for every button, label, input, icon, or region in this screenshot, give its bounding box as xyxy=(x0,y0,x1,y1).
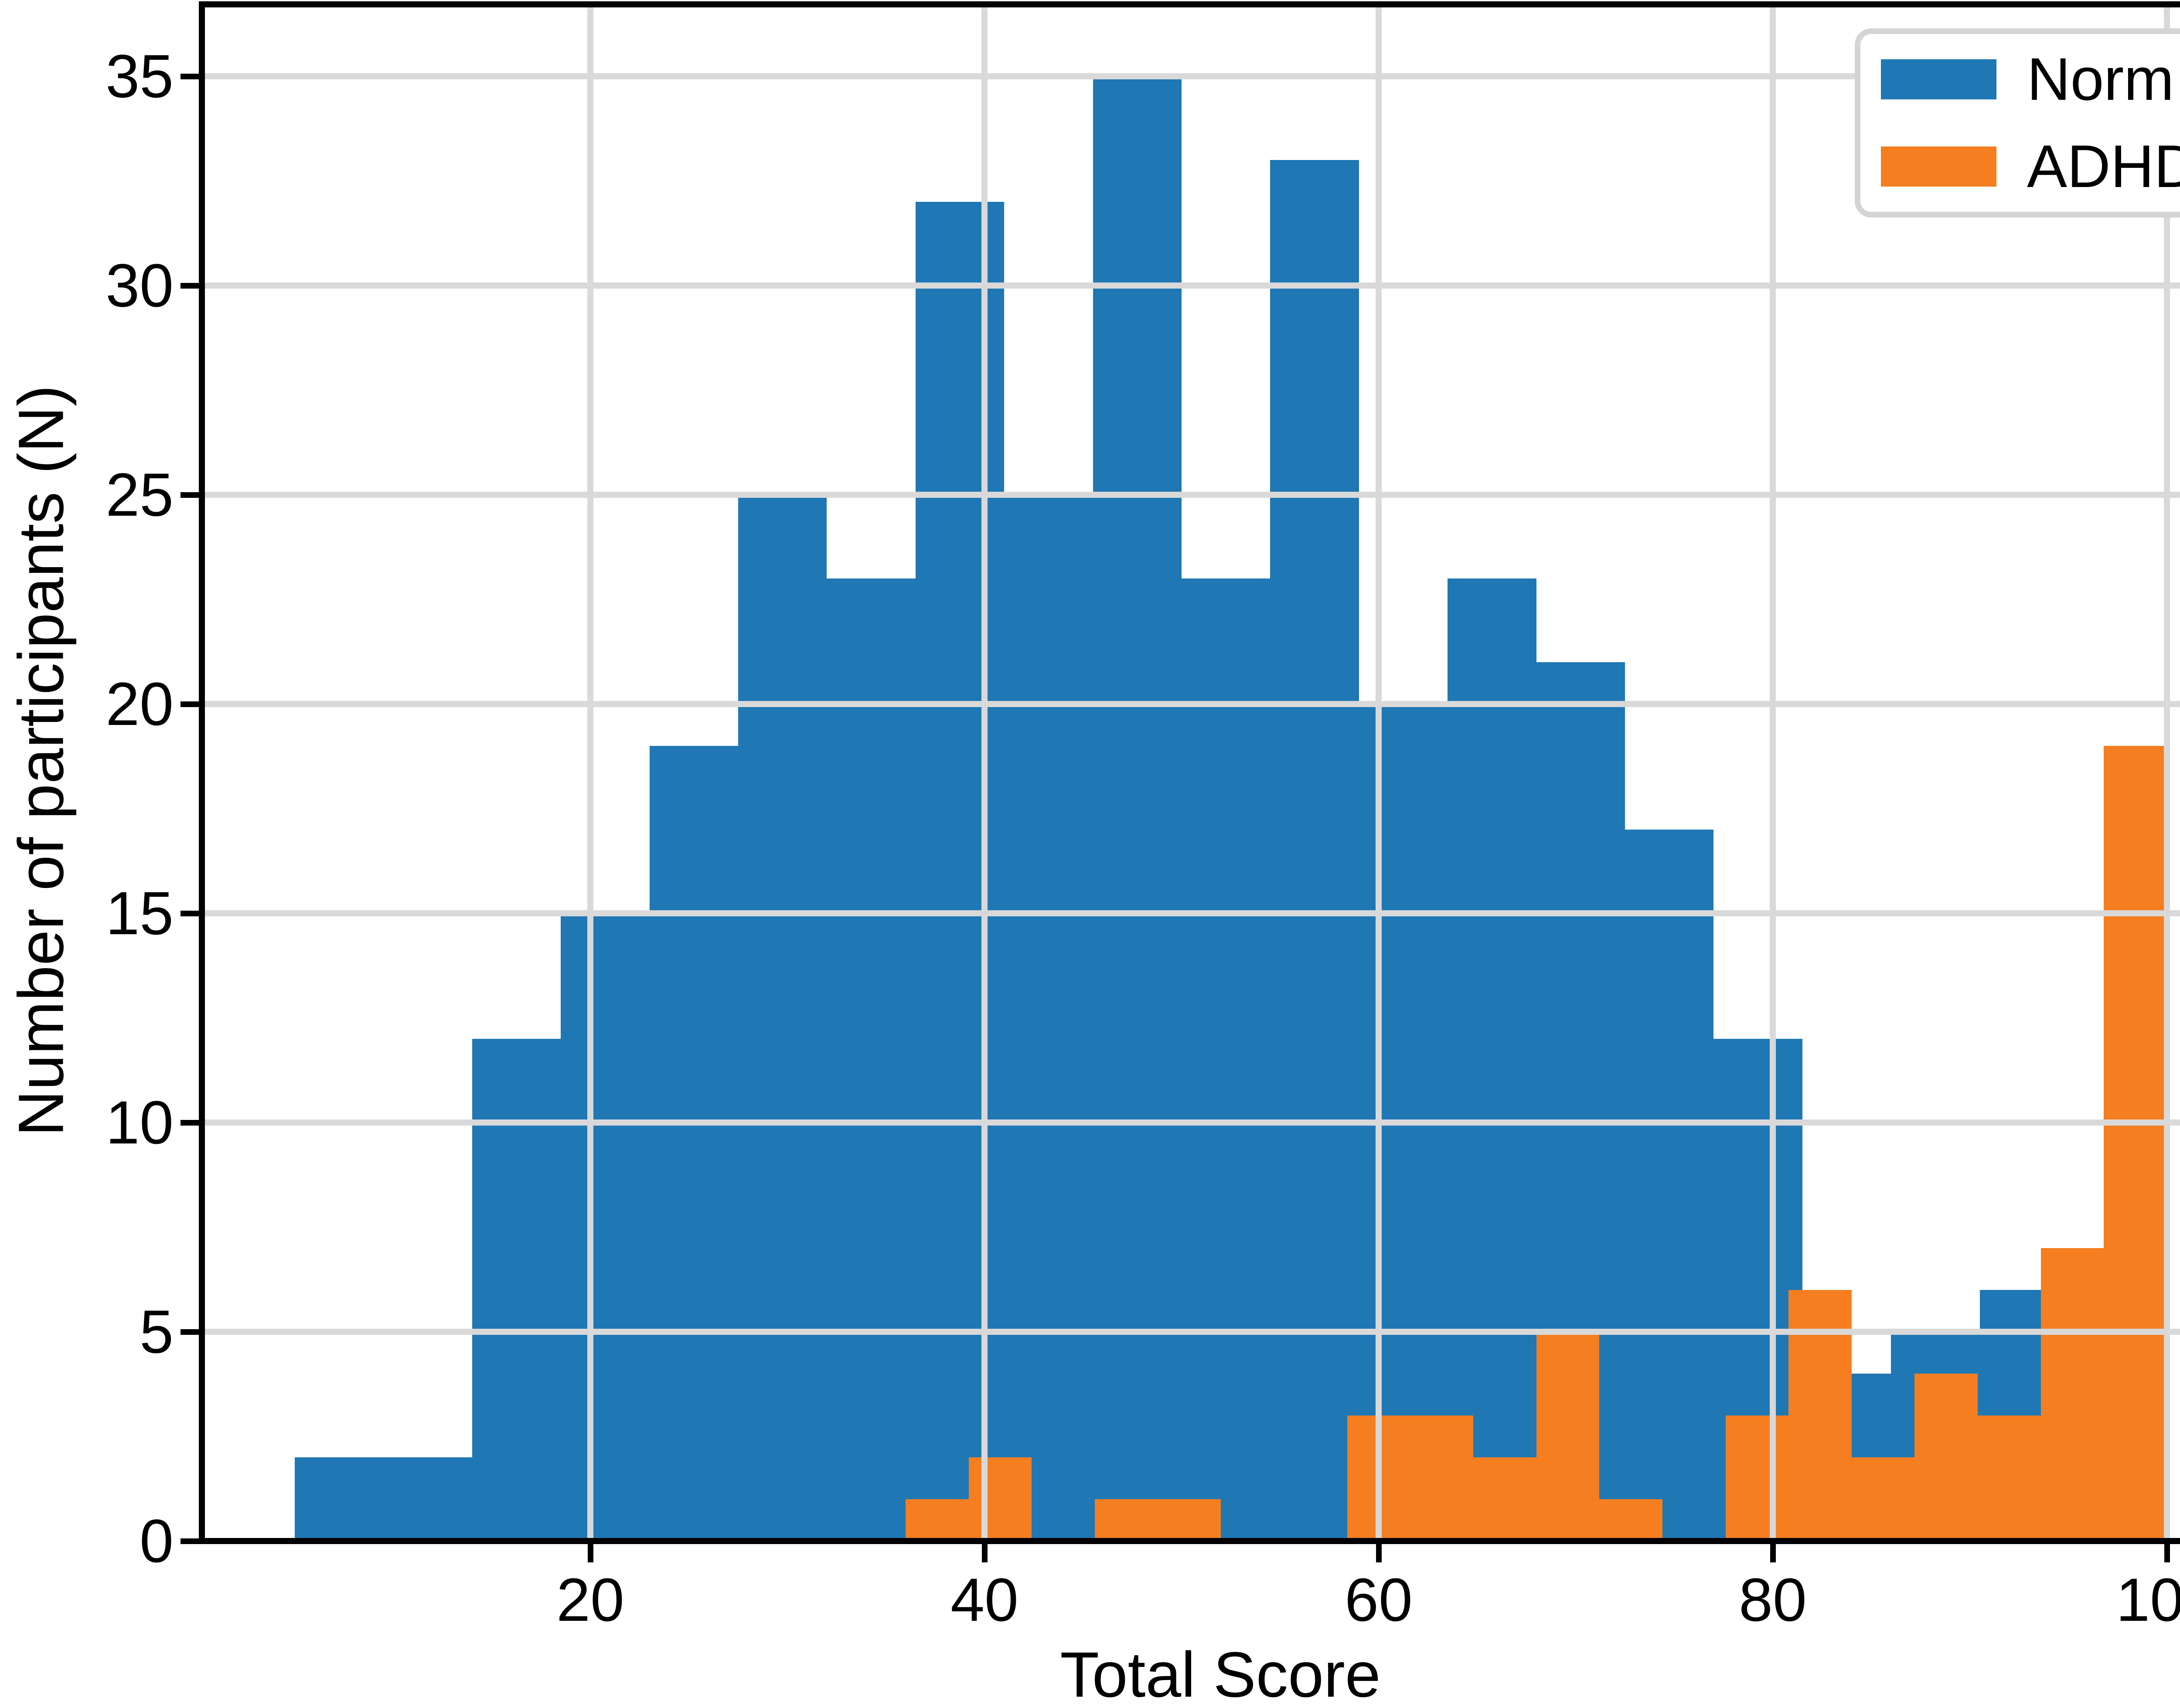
y-tick-label: 30 xyxy=(106,251,174,320)
adhd-bar xyxy=(1473,1457,1536,1541)
adhd-bar xyxy=(906,1499,969,1541)
norm-bar xyxy=(295,1457,384,1541)
norm-bar xyxy=(1093,76,1182,1541)
x-tickmark xyxy=(1376,1544,1382,1562)
x-gridline xyxy=(1376,4,1382,1541)
norm-bar xyxy=(561,913,650,1541)
legend: Norm ADHD xyxy=(1855,28,2180,218)
y-gridline xyxy=(202,1119,2180,1126)
y-gridline xyxy=(202,910,2180,916)
x-gridline xyxy=(1770,4,1776,1541)
adhd-bar xyxy=(1536,1332,1600,1541)
norm-bar xyxy=(1625,830,1714,1541)
adhd-bar xyxy=(1410,1415,1473,1541)
adhd-bar xyxy=(1599,1499,1662,1541)
y-tick-label: 0 xyxy=(140,1507,174,1575)
x-tickmark xyxy=(1770,1544,1776,1562)
y-tickmark xyxy=(181,1329,199,1335)
y-tickmark xyxy=(181,911,199,916)
y-tickmark xyxy=(181,283,199,289)
norm-bar xyxy=(915,202,1005,1541)
y-tickmark xyxy=(181,492,199,498)
adhd-swatch xyxy=(1881,146,1996,187)
adhd-bar xyxy=(1725,1415,1789,1541)
y-axis-title: Number of participants (N) xyxy=(5,385,77,1136)
x-tick-label: 40 xyxy=(950,1565,1018,1634)
x-tickmark xyxy=(2164,1544,2170,1562)
norm-bar xyxy=(1004,495,1093,1541)
x-tickmark xyxy=(982,1544,988,1562)
norm-bar xyxy=(383,1457,472,1541)
x-gridline xyxy=(587,4,593,1541)
adhd-bar xyxy=(1851,1457,1915,1541)
y-tickmark xyxy=(181,74,199,79)
x-gridline xyxy=(981,4,988,1541)
x-tick-label: 80 xyxy=(1739,1565,1807,1634)
left-spine xyxy=(199,1,205,1544)
top-spine xyxy=(199,1,2180,7)
adhd-bar xyxy=(1788,1290,1852,1541)
y-gridline xyxy=(202,492,2180,498)
y-tick-label: 5 xyxy=(140,1297,174,1366)
y-tickmark xyxy=(181,701,199,707)
x-tick-label: 100 xyxy=(2116,1565,2180,1634)
legend-item-adhd: ADHD xyxy=(1881,134,2180,199)
x-tick-label: 20 xyxy=(556,1565,624,1634)
norm-bar xyxy=(1448,578,1536,1541)
y-tickmark xyxy=(181,1538,199,1544)
legend-label-norm: Norm xyxy=(2027,46,2174,113)
legend-label-adhd: ADHD xyxy=(2027,133,2180,200)
y-tick-label: 35 xyxy=(106,42,174,110)
norm-bar xyxy=(472,1039,561,1541)
x-axis-title: Total Score xyxy=(1060,1639,1381,1708)
legend-item-norm: Norm xyxy=(1881,47,2180,112)
y-tickmark xyxy=(181,1120,199,1126)
y-gridline xyxy=(202,1329,2180,1335)
norm-bar xyxy=(1270,160,1359,1541)
norm-bar xyxy=(1182,578,1271,1541)
x-tickmark xyxy=(588,1544,593,1562)
y-gridline xyxy=(202,73,2180,79)
adhd-bar xyxy=(1978,1415,2041,1541)
plot-area xyxy=(181,1,2180,1562)
bottom-spine xyxy=(199,1538,2180,1544)
adhd-bar xyxy=(1914,1374,1978,1541)
norm-bar xyxy=(649,746,738,1541)
adhd-bar xyxy=(1158,1499,1221,1541)
x-tick-label: 60 xyxy=(1345,1565,1413,1634)
adhd-bar xyxy=(1095,1499,1158,1541)
norm-swatch xyxy=(1881,59,1996,99)
adhd-bar xyxy=(2104,746,2167,1541)
adhd-bar xyxy=(968,1457,1032,1541)
y-gridline xyxy=(202,701,2180,707)
norm-bar xyxy=(827,578,916,1541)
x-gridline xyxy=(2164,4,2170,1541)
y-gridline xyxy=(202,282,2180,289)
adhd-bar xyxy=(2040,1248,2104,1541)
norm-bar xyxy=(738,495,827,1541)
